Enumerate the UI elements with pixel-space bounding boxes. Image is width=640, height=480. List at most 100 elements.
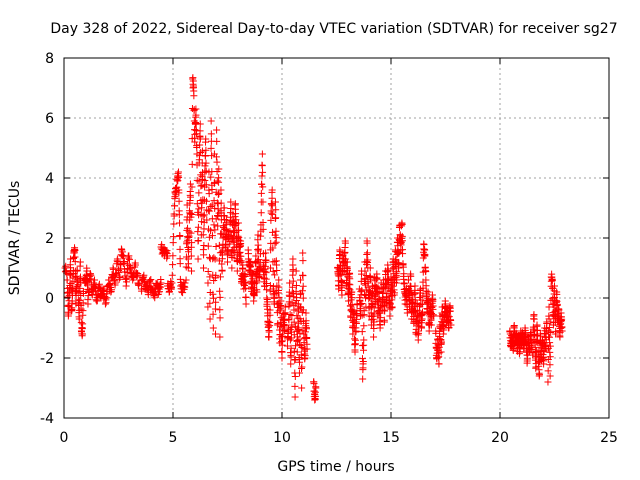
data-point bbox=[267, 209, 275, 217]
data-point bbox=[218, 266, 226, 274]
data-point bbox=[303, 340, 311, 348]
data-point bbox=[207, 173, 215, 181]
data-point bbox=[546, 353, 554, 361]
data-point bbox=[170, 233, 178, 241]
data-point bbox=[393, 276, 401, 284]
data-point bbox=[278, 338, 286, 346]
data-point bbox=[271, 240, 279, 248]
data-point bbox=[301, 328, 309, 336]
data-point bbox=[189, 84, 197, 92]
data-point bbox=[69, 284, 77, 292]
data-point bbox=[341, 239, 349, 247]
data-point bbox=[546, 342, 554, 350]
data-point bbox=[157, 276, 165, 284]
data-point bbox=[242, 300, 250, 308]
data-point bbox=[70, 254, 78, 262]
data-point bbox=[553, 300, 561, 308]
data-point bbox=[294, 324, 302, 332]
data-point bbox=[87, 275, 95, 283]
data-point bbox=[299, 282, 307, 290]
data-point bbox=[266, 281, 274, 289]
data-point bbox=[231, 213, 239, 221]
data-point bbox=[399, 263, 407, 271]
data-point bbox=[390, 286, 398, 294]
data-point bbox=[398, 237, 406, 245]
data-point bbox=[312, 392, 320, 400]
data-point bbox=[77, 305, 85, 313]
data-point bbox=[202, 197, 210, 205]
data-point bbox=[544, 367, 552, 375]
x-ticks: 0 5 10 15 20 25 bbox=[60, 58, 618, 446]
data-point bbox=[360, 341, 368, 349]
data-point bbox=[216, 333, 224, 341]
data-point bbox=[111, 281, 119, 289]
data-point bbox=[281, 321, 289, 329]
data-point bbox=[291, 393, 299, 401]
data-point bbox=[230, 229, 238, 237]
data-point bbox=[292, 300, 300, 308]
data-point bbox=[83, 264, 91, 272]
data-point bbox=[540, 357, 548, 365]
data-point bbox=[175, 189, 183, 197]
data-point bbox=[543, 319, 551, 327]
data-point bbox=[287, 353, 295, 361]
data-point bbox=[182, 276, 190, 284]
data-point bbox=[209, 290, 217, 298]
data-point bbox=[299, 257, 307, 265]
data-point bbox=[200, 264, 208, 272]
data-point bbox=[447, 321, 455, 329]
data-point bbox=[272, 257, 280, 265]
data-point bbox=[272, 206, 280, 214]
data-point bbox=[224, 258, 231, 266]
data-point bbox=[290, 347, 298, 355]
data-point bbox=[187, 193, 195, 201]
data-point bbox=[346, 275, 354, 283]
data-point bbox=[193, 176, 201, 184]
data-point bbox=[179, 289, 187, 297]
data-point bbox=[545, 323, 553, 331]
data-point bbox=[215, 190, 223, 198]
data-point bbox=[429, 302, 437, 310]
data-point bbox=[206, 315, 214, 323]
data-point bbox=[553, 290, 561, 298]
data-point bbox=[558, 315, 566, 323]
data-point bbox=[218, 248, 226, 256]
data-point bbox=[299, 249, 307, 257]
data-point bbox=[336, 248, 344, 256]
data-point bbox=[212, 242, 220, 250]
data-point bbox=[530, 315, 538, 323]
data-point bbox=[335, 282, 343, 290]
data-point bbox=[211, 255, 219, 263]
data-point bbox=[287, 360, 295, 368]
data-point bbox=[348, 307, 356, 315]
data-point bbox=[262, 269, 270, 277]
data-point bbox=[259, 225, 267, 233]
data-point bbox=[205, 207, 213, 215]
data-point bbox=[212, 153, 220, 161]
data-point bbox=[202, 159, 210, 167]
data-point bbox=[292, 281, 300, 289]
data-point bbox=[417, 301, 425, 309]
data-point bbox=[272, 238, 280, 246]
data-point bbox=[216, 314, 224, 322]
data-point bbox=[214, 190, 222, 198]
data-point bbox=[283, 342, 291, 350]
data-point bbox=[432, 329, 440, 337]
data-point bbox=[389, 282, 397, 290]
data-point bbox=[357, 270, 365, 278]
data-point bbox=[125, 255, 133, 263]
data-point bbox=[547, 328, 555, 336]
data-point bbox=[213, 158, 221, 166]
data-point bbox=[241, 273, 249, 281]
data-point bbox=[212, 330, 220, 338]
data-point bbox=[228, 264, 236, 272]
data-point bbox=[404, 276, 412, 284]
data-point bbox=[213, 177, 221, 185]
data-point bbox=[170, 212, 178, 220]
data-point bbox=[296, 358, 304, 366]
data-point bbox=[211, 204, 219, 212]
data-point bbox=[364, 283, 372, 291]
data-point bbox=[273, 267, 281, 275]
data-point bbox=[278, 348, 286, 356]
data-point bbox=[76, 284, 84, 292]
